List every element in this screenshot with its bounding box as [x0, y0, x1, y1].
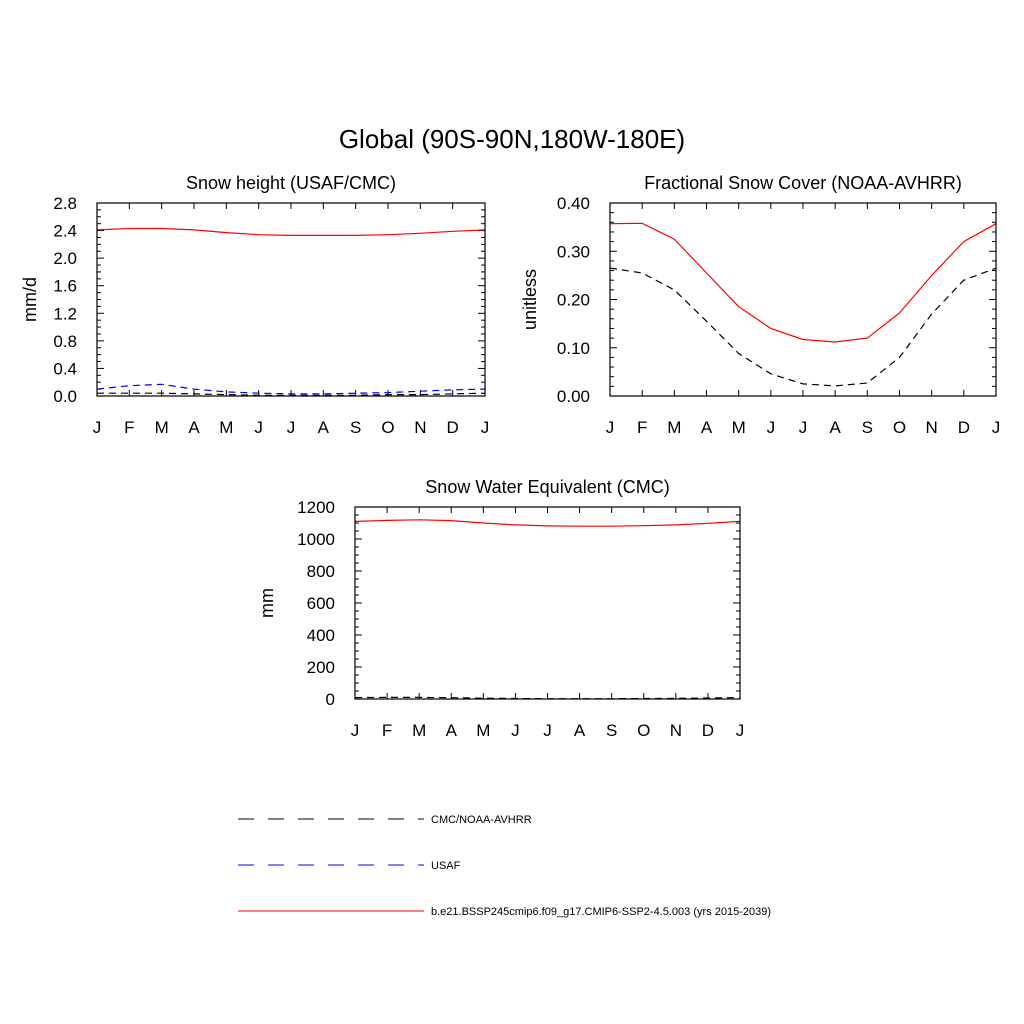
- y-tick-label: 1.2: [53, 304, 77, 323]
- y-tick-label: 800: [307, 562, 335, 581]
- x-tick-label: J: [606, 418, 615, 437]
- y-tick-label: 0.00: [557, 387, 590, 406]
- x-tick-label: S: [606, 721, 617, 740]
- x-tick-label: O: [893, 418, 906, 437]
- x-tick-label: J: [799, 418, 808, 437]
- x-tick-label: J: [767, 418, 776, 437]
- y-tick-label: 0.4: [53, 359, 77, 378]
- x-tick-label: J: [351, 721, 360, 740]
- y-axis-label: mm: [257, 588, 277, 618]
- x-tick-label: M: [732, 418, 746, 437]
- x-tick-label: M: [476, 721, 490, 740]
- y-tick-label: 2.4: [53, 222, 77, 241]
- x-tick-label: S: [862, 418, 873, 437]
- series-line-obs: [97, 392, 486, 396]
- y-tick-label: 0: [326, 690, 335, 709]
- y-tick-label: 400: [307, 626, 335, 645]
- figure-title: Global (90S-90N,180W-180E): [339, 124, 685, 154]
- y-tick-label: 0.0: [53, 387, 77, 406]
- x-tick-label: M: [219, 418, 233, 437]
- series-line-model: [609, 222, 997, 343]
- y-tick-label: 1000: [297, 530, 335, 549]
- panel-title: Snow Water Equivalent (CMC): [425, 477, 669, 497]
- series-line-usaf: [96, 383, 486, 395]
- panel-title: Fractional Snow Cover (NOAA-AVHRR): [644, 173, 962, 193]
- chart-panel-3: Snow Water Equivalent (CMC)mmJ F M A M J J A S O N…: [257, 477, 744, 740]
- x-tick-label: M: [667, 418, 681, 437]
- x-tick-label: F: [124, 418, 134, 437]
- x-tick-label: A: [446, 721, 458, 740]
- x-tick-label: O: [637, 721, 650, 740]
- y-tick-label: 0.8: [53, 332, 77, 351]
- plot-frame: [609, 202, 997, 397]
- chart-panel-1: Snow height (USAF/CMC)mm/dJ F M A M J J A S O N D J0…: [20, 173, 489, 437]
- y-tick-label: 200: [307, 658, 335, 677]
- y-tick-label: 0.30: [557, 242, 590, 261]
- x-tick-label: S: [350, 418, 361, 437]
- x-tick-label: F: [382, 721, 392, 740]
- x-tick-label: F: [637, 418, 647, 437]
- legend-label: USAF: [431, 860, 461, 872]
- x-tick-label: A: [829, 418, 841, 437]
- x-tick-label: O: [381, 418, 394, 437]
- x-tick-label: M: [155, 418, 169, 437]
- x-tick-label: J: [481, 418, 490, 437]
- y-tick-label: 0.40: [557, 194, 590, 213]
- x-tick-label: N: [670, 721, 682, 740]
- y-tick-label: 0.20: [557, 291, 590, 310]
- x-tick-label: M: [412, 721, 426, 740]
- x-tick-label: A: [701, 418, 713, 437]
- panel-title: Snow height (USAF/CMC): [186, 173, 396, 193]
- x-tick-label: D: [447, 418, 459, 437]
- legend-label: b.e21.BSSP245cmip6.f09_g17.CMIP6-SSP2-4.…: [431, 906, 771, 918]
- plot-frame: [354, 506, 741, 700]
- chart-panel-2: Fractional Snow Cover (NOAA-AVHRR) unitle…: [520, 173, 1000, 437]
- y-tick-label: 1200: [297, 498, 335, 517]
- y-tick-label: 2.0: [53, 249, 77, 268]
- y-tick-label: 0.10: [557, 339, 590, 358]
- legend: CMC/NOAA-AVHRR USAF b.e21.BSSP245cmip6.f09…: [238, 814, 771, 918]
- y-tick-label: 600: [307, 594, 335, 613]
- y-tick-label: 2.8: [53, 194, 77, 213]
- x-tick-label: A: [318, 418, 330, 437]
- series-line-obs: [609, 267, 997, 387]
- x-tick-label: D: [702, 721, 714, 740]
- x-tick-label: J: [736, 721, 745, 740]
- panels: Snow height (USAF/CMC)mm/dJ F M A M J J A S O N D J0…: [20, 173, 1000, 740]
- y-tick-label: 1.6: [53, 277, 77, 296]
- x-tick-label: J: [287, 418, 296, 437]
- y-axis-label: mm/d: [20, 277, 40, 322]
- x-tick-label: A: [574, 721, 586, 740]
- x-tick-label: N: [926, 418, 938, 437]
- x-tick-label: J: [992, 418, 1001, 437]
- legend-label: CMC/NOAA-AVHRR: [431, 814, 532, 826]
- x-tick-label: N: [414, 418, 426, 437]
- series-line-model: [96, 227, 486, 236]
- x-tick-label: J: [254, 418, 263, 437]
- x-tick-label: D: [958, 418, 970, 437]
- x-tick-label: J: [511, 721, 520, 740]
- plot-frame: [96, 202, 486, 397]
- y-axis-label: unitless: [520, 269, 540, 330]
- x-tick-label: A: [188, 418, 200, 437]
- series-line-model: [354, 519, 741, 527]
- x-tick-label: J: [543, 721, 552, 740]
- x-tick-label: J: [93, 418, 102, 437]
